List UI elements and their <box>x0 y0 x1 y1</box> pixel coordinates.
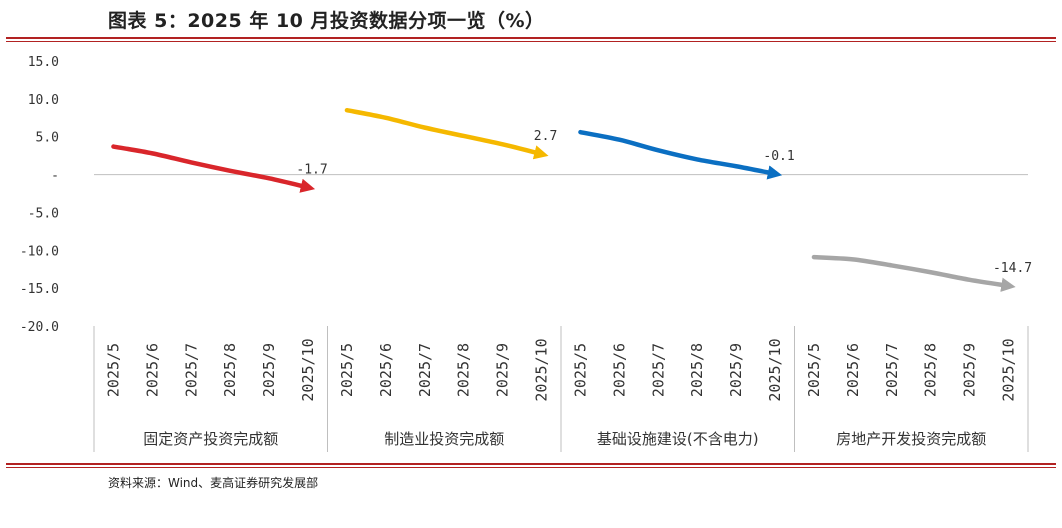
x-tick-label: 2025/9 <box>260 343 278 397</box>
x-tick-label: 2025/10 <box>299 338 317 401</box>
x-tick-label: 2025/8 <box>221 343 239 397</box>
top-rule-thin <box>6 41 1056 42</box>
x-tick-label: 2025/10 <box>1000 338 1018 401</box>
x-tick-label: 2025/6 <box>610 343 628 397</box>
x-tick-label: 2025/7 <box>416 343 434 397</box>
series-line <box>578 129 783 180</box>
y-tick-label: -10.0 <box>20 244 59 259</box>
y-tick-label: 5.0 <box>36 131 59 146</box>
x-tick-label: 2025/5 <box>805 343 823 397</box>
x-tick-label: 2025/7 <box>883 343 901 397</box>
x-tick-label: 2025/10 <box>766 338 784 401</box>
y-tick-label: -20.0 <box>20 320 59 335</box>
data-label: -14.7 <box>993 261 1032 276</box>
bottom-rule-thin <box>6 467 1056 468</box>
x-tick-label: 2025/6 <box>377 343 395 397</box>
x-tick-label: 2025/8 <box>688 343 706 397</box>
line-chart: 15.010.05.0--5.0-10.0-15.0-20.0 2025/5 20… <box>20 55 1032 452</box>
group-label: 制造业投资完成额 <box>384 430 504 448</box>
group-label: 固定资产投资完成额 <box>143 430 278 448</box>
y-tick-label: 10.0 <box>28 93 59 108</box>
y-axis: 15.0 10.0 5.0 - -5.0 -10.0 -15.0 -20.0 <box>20 55 59 335</box>
x-tick-label: 2025/9 <box>961 343 979 397</box>
series-layer: -1.7 2.7 -0.1 -14.7 <box>111 107 1032 292</box>
x-tick-label: 2025/7 <box>649 343 667 397</box>
x-tick-label: 2025/10 <box>533 338 551 401</box>
x-axis: 2025/5 2025/6 2025/7 2025/8 2025/9 2025/10 固定资… <box>93 326 1029 452</box>
source-note: 资料来源：Wind、麦高证券研究发展部 <box>108 476 319 490</box>
top-rule <box>6 37 1056 39</box>
x-tick-label: 2025/6 <box>143 343 161 397</box>
y-tick-label: - <box>51 169 59 184</box>
series-line <box>111 144 316 193</box>
y-tick-label: 15.0 <box>28 55 59 70</box>
series-line <box>344 107 549 160</box>
y-tick-label: -5.0 <box>28 206 59 221</box>
x-tick-label: 2025/5 <box>338 343 356 397</box>
chart-title: 图表 5：2025 年 10 月投资数据分项一览（%） <box>108 10 545 32</box>
data-label: -0.1 <box>763 149 794 164</box>
x-tick-label: 2025/8 <box>922 343 940 397</box>
x-tick-label: 2025/9 <box>494 343 512 397</box>
data-label: 2.7 <box>534 129 557 144</box>
x-tick-label: 2025/9 <box>727 343 745 397</box>
bottom-rule <box>6 463 1056 465</box>
x-tick-label: 2025/6 <box>844 343 862 397</box>
series-line <box>811 254 1016 292</box>
group-label: 基础设施建设(不含电力) <box>597 430 759 448</box>
x-tick-label: 2025/7 <box>182 343 200 397</box>
y-tick-label: -15.0 <box>20 282 59 297</box>
data-label: -1.7 <box>296 162 327 177</box>
group-label: 房地产开发投资完成额 <box>836 430 986 448</box>
x-tick-label: 2025/5 <box>104 343 122 397</box>
x-tick-label: 2025/5 <box>571 343 589 397</box>
x-tick-label: 2025/8 <box>455 343 473 397</box>
